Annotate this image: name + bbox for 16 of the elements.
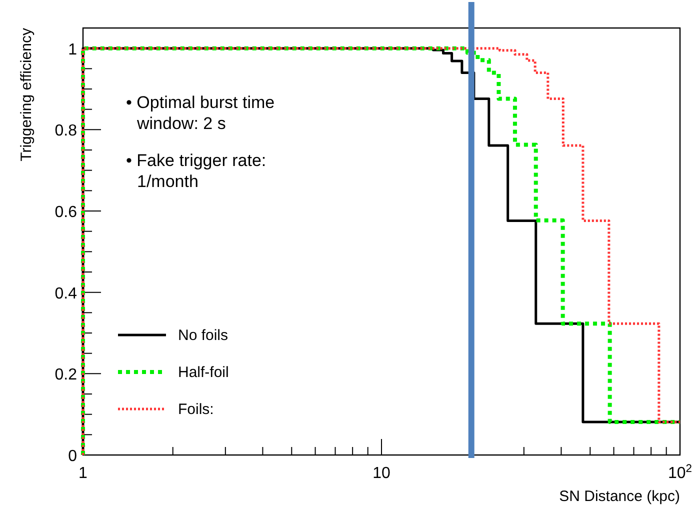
x-axis-title: SN Distance (kpc) xyxy=(559,488,680,505)
legend-label: Half-foil xyxy=(178,364,229,381)
x-tick-label: 10$^{2}$ xyxy=(668,463,692,482)
y-axis-title: Triggering efficiency xyxy=(18,28,35,162)
x-tick-label: 1 xyxy=(78,465,88,482)
y-tick-label: 0.6 xyxy=(54,204,78,221)
legend-label: No foils xyxy=(178,327,228,344)
legend-label: Foils: xyxy=(178,401,214,418)
y-tick-label: 0 xyxy=(68,448,78,465)
y-tick-label: 0.8 xyxy=(54,122,78,140)
annotation: • Fake trigger rate: 1/month xyxy=(126,151,266,191)
y-tick-label: 0.4 xyxy=(54,285,78,302)
annotation: • Optimal burst time window: 2 s xyxy=(126,93,275,133)
y-tick-label: 1 xyxy=(68,41,78,58)
x-tick-label: 10 xyxy=(372,465,390,482)
y-tick-label: 0.2 xyxy=(54,366,78,384)
